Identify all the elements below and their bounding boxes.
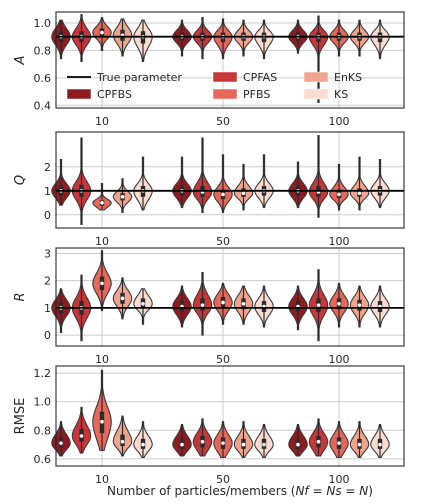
- violin-median-dot: [357, 303, 362, 307]
- y-tick-label: 0.6: [34, 72, 52, 85]
- violin-median-dot: [221, 300, 225, 305]
- x-axis-label-part: =: [309, 484, 327, 498]
- y-tick-label: 0.8: [34, 424, 52, 437]
- panel-frame: [55, 365, 405, 467]
- violin-median-dot: [296, 442, 300, 447]
- legend-swatch-CPFBS: [66, 88, 92, 100]
- violin-median-dot: [262, 442, 266, 447]
- y-tick-label: 1: [44, 302, 51, 315]
- violin-median-dot: [200, 303, 205, 307]
- y-tick-label: 0: [44, 209, 51, 222]
- y-tick-label: 1.0: [34, 17, 52, 30]
- violin-median-dot: [221, 441, 225, 445]
- legend-label-PFBS: PFBS: [243, 88, 270, 101]
- panel-A: 0.4 0.6 0.8 1.0 10 50 100 A True parameter CPFBS C…: [13, 11, 405, 128]
- x-tick-label-10: 10: [95, 473, 109, 486]
- x-axis-label-part: Nf: [295, 484, 310, 498]
- violin-median-dot: [79, 434, 84, 438]
- x-tick-label-10: 10: [95, 235, 109, 248]
- violin-median-dot: [141, 302, 145, 306]
- violin-median-dot: [100, 419, 104, 424]
- x-tick-label-100: 100: [329, 115, 350, 128]
- y-axis-label-RMSE: RMSE: [13, 398, 28, 435]
- violin-median-dot: [100, 30, 104, 35]
- x-axis-label-part: Ns: [326, 484, 341, 498]
- y-tick-label: 1: [44, 185, 51, 198]
- x-axis-label: Number of particles/members (Nf = Ns = N…: [107, 484, 373, 498]
- violin-median-dot: [59, 441, 63, 445]
- violin-median-dot: [120, 195, 125, 199]
- violin-median-dot: [120, 296, 125, 301]
- x-tick-label-100: 100: [329, 235, 350, 248]
- x-tick-label-100: 100: [329, 353, 350, 366]
- legend: True parameter CPFBS CPFAS PFBS EnKS KS: [66, 71, 362, 101]
- violin-median-dot: [357, 191, 362, 195]
- legend-swatch-CPFAS: [212, 71, 238, 83]
- violin-median-dot: [378, 442, 382, 447]
- legend-swatch-KS: [303, 88, 329, 100]
- x-axis-label-part: N: [359, 484, 368, 498]
- violin-median-dot: [180, 442, 184, 447]
- y-tick-label: 1.2: [34, 367, 52, 380]
- violin-median-dot: [337, 441, 341, 445]
- violin-median-dot: [141, 442, 145, 447]
- legend-label-CPFAS: CPFAS: [243, 71, 277, 84]
- y-tick-label: 1.0: [34, 396, 52, 409]
- y-tick-label: 2: [44, 161, 51, 174]
- y-axis-label-Q: Q: [13, 175, 28, 185]
- violin-median-dot: [221, 192, 225, 197]
- violin-median-dot: [337, 192, 341, 197]
- y-tick-label: 0.4: [34, 99, 52, 112]
- panel-frame: [55, 131, 405, 229]
- x-tick-label-50: 50: [216, 473, 230, 486]
- violin-median-dot: [241, 191, 246, 195]
- violin-median-dot: [337, 302, 341, 306]
- y-tick-label: 2: [44, 275, 51, 288]
- legend-label-KS: KS: [334, 88, 348, 101]
- panel-RMSE: 0.6 0.8 1.0 1.2 10 50 100 RMSE: [13, 365, 405, 486]
- violin-median-dot: [120, 439, 125, 444]
- violin-median-dot: [241, 442, 246, 447]
- x-tick-label-10: 10: [95, 115, 109, 128]
- violin-median-dot: [241, 302, 246, 306]
- x-tick-label-50: 50: [216, 353, 230, 366]
- x-tick-label-50: 50: [216, 115, 230, 128]
- y-tick-label: 0.6: [34, 453, 52, 466]
- y-tick-label: 3: [44, 247, 51, 260]
- legend-label-EnKS: EnKS: [334, 71, 362, 84]
- x-axis-label-part: Number of particles/members (: [107, 484, 295, 498]
- panel-frame: [55, 247, 405, 347]
- y-axis-label-A: A: [13, 56, 28, 66]
- x-tick-label-50: 50: [216, 235, 230, 248]
- panel-Q: 0 1 2 10 50 100 Q: [13, 131, 405, 248]
- panel-frame: [55, 11, 405, 109]
- violin-median-dot: [316, 439, 321, 444]
- legend-swatch-EnKS: [303, 71, 329, 83]
- legend-swatch-PFBS: [212, 88, 238, 100]
- x-axis-label-part: ): [368, 484, 373, 498]
- y-axis-label-R: R: [13, 292, 28, 301]
- y-tick-label: 0: [44, 329, 51, 342]
- violin-median-dot: [316, 303, 321, 307]
- x-tick-label-100: 100: [329, 473, 350, 486]
- y-tick-label: 0.8: [34, 44, 52, 57]
- violin-median-dot: [100, 201, 104, 205]
- x-axis-label-part: =: [342, 484, 360, 498]
- panel-R: 0 1 2 3 10 50 100 R: [13, 247, 405, 366]
- legend-label-True parameter: True parameter: [96, 71, 182, 84]
- violin-median-dot: [200, 439, 205, 444]
- x-tick-label-10: 10: [95, 353, 109, 366]
- violin-median-dot: [100, 281, 104, 286]
- violin-median-dot: [357, 442, 362, 447]
- legend-label-CPFBS: CPFBS: [97, 88, 132, 101]
